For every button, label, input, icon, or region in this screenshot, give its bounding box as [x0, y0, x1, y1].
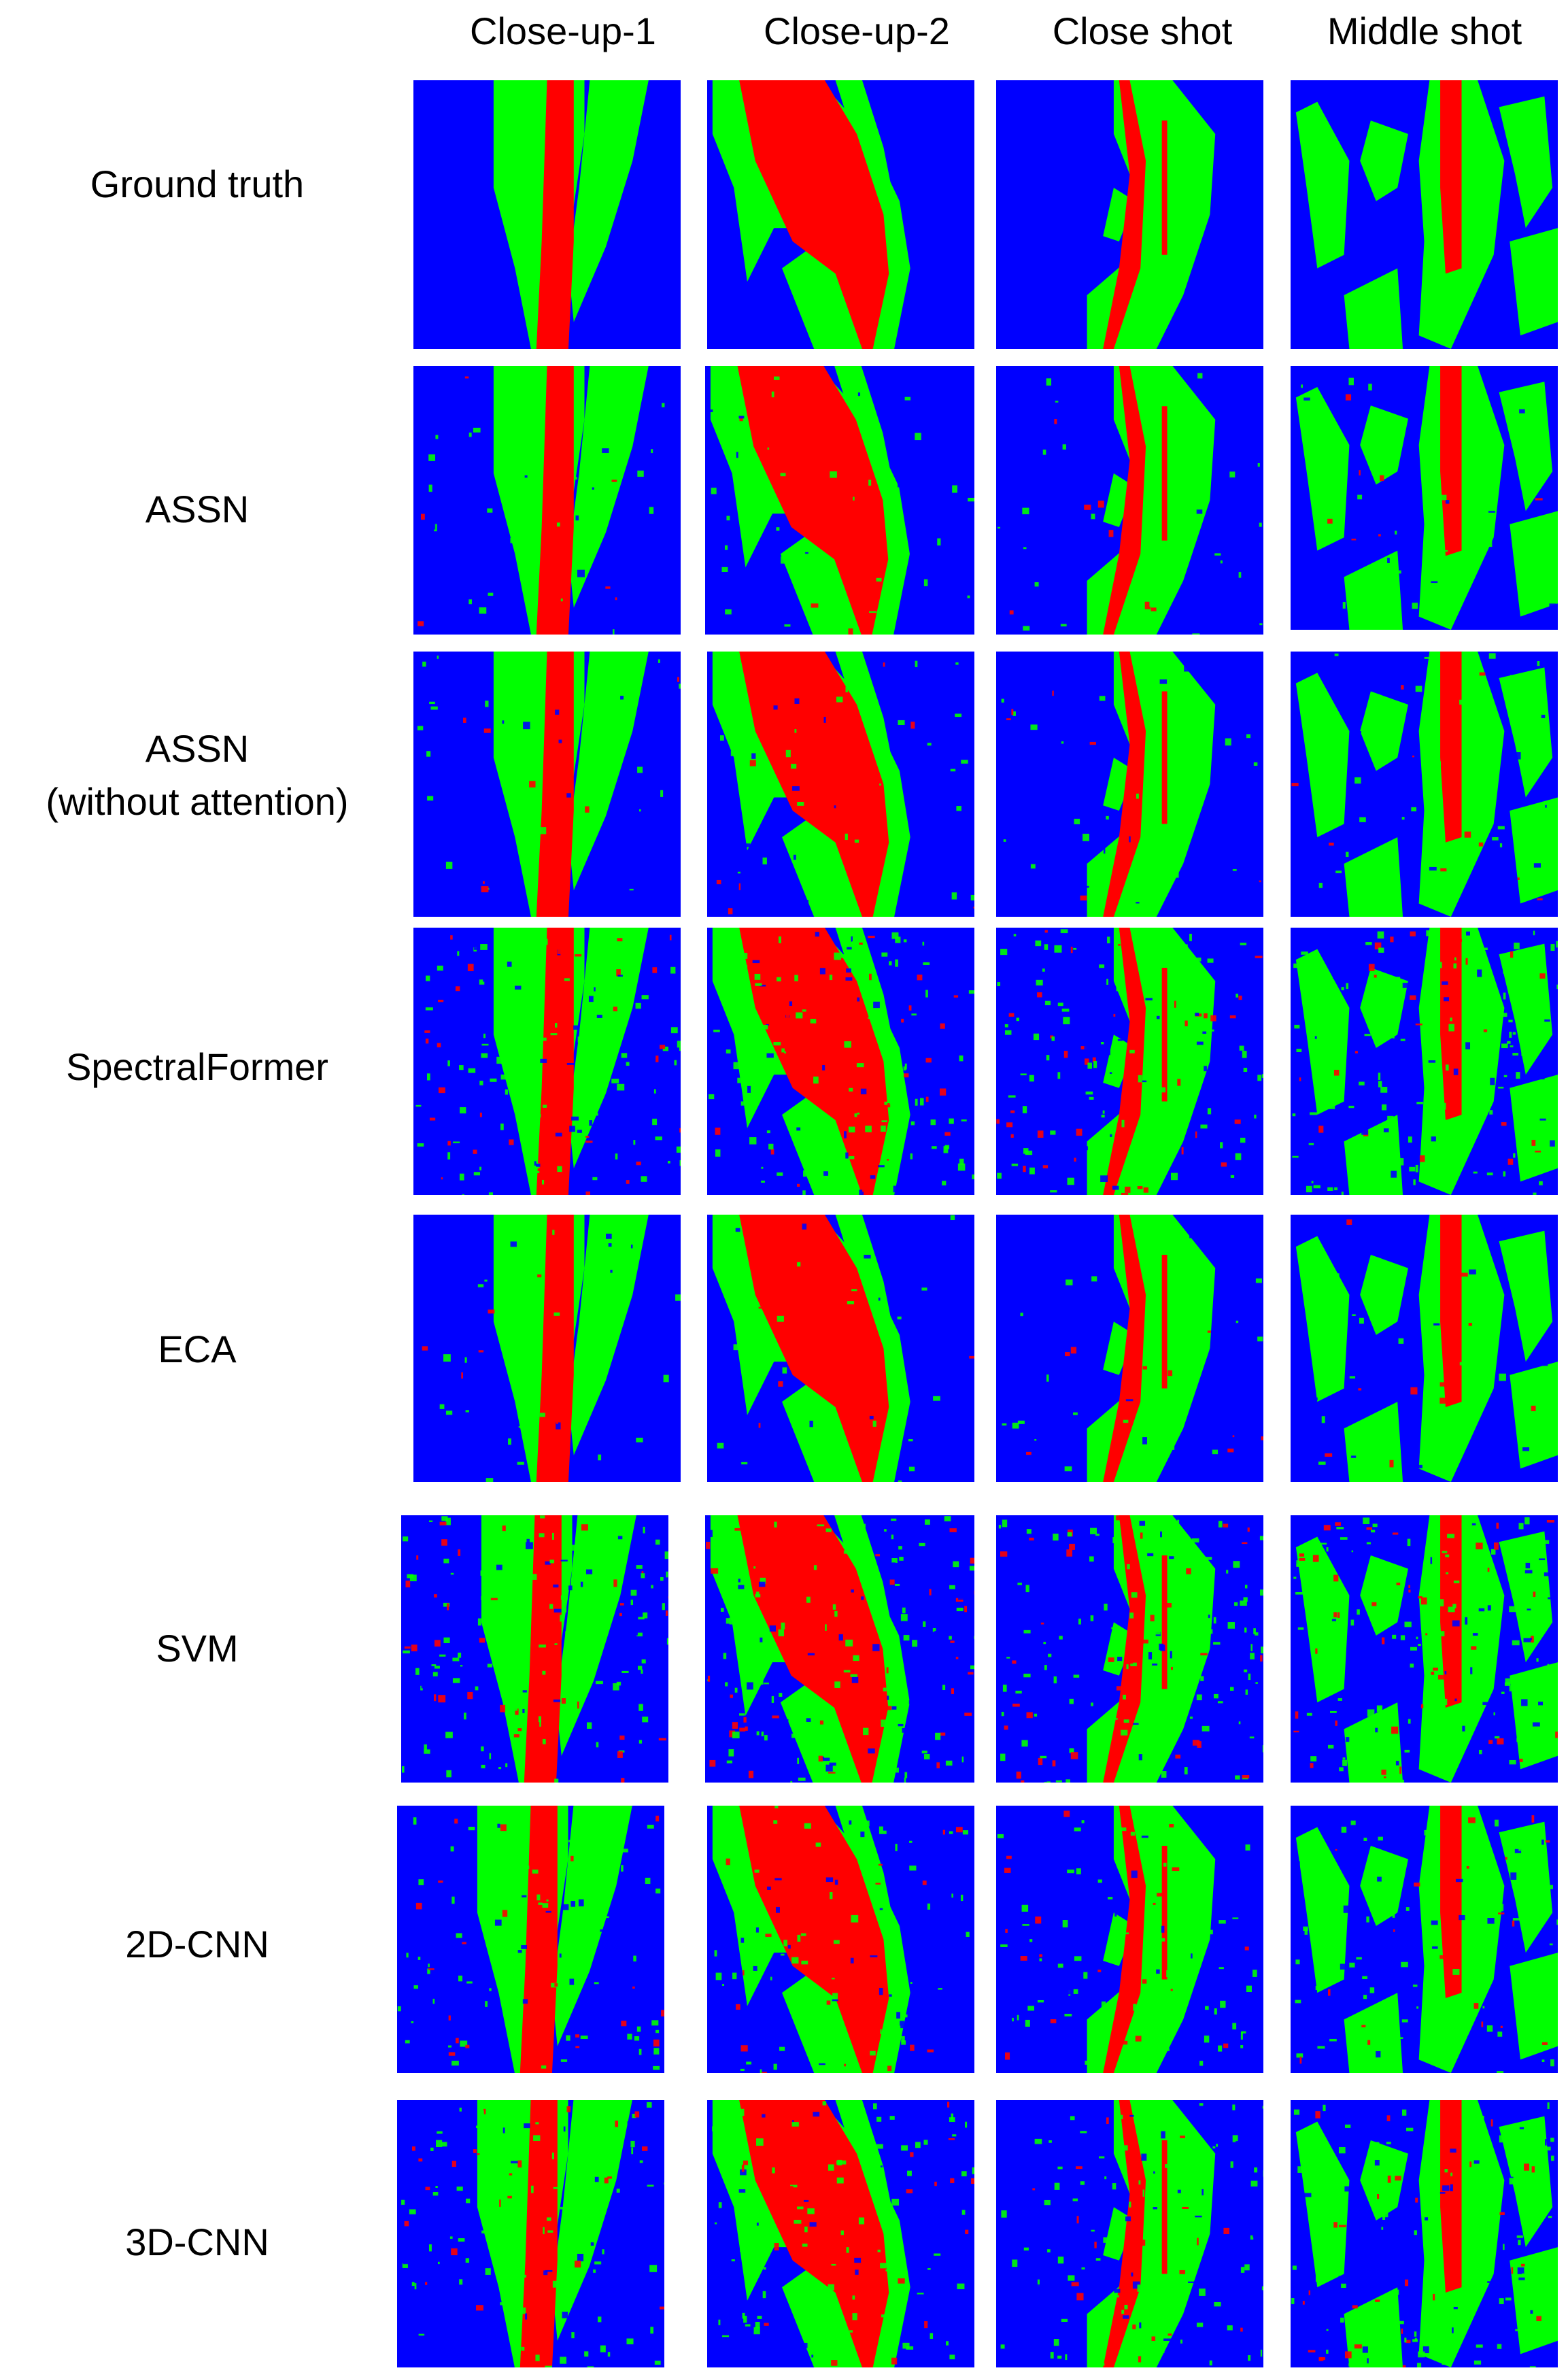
- column-header-middle-shot: Middle shot: [1327, 10, 1522, 52]
- segmentation-image-r7-c3: [996, 1806, 1263, 2073]
- row-label-3d-cnn: 3D-CNN: [0, 2216, 394, 2269]
- segmentation-image-r7-c1: [397, 1806, 664, 2073]
- segmentation-image-r1-c2: [707, 80, 974, 349]
- column-header-close-up-2: Close-up-2: [764, 10, 950, 52]
- segmentation-image-r8-c2: [707, 2100, 974, 2367]
- segmentation-image-r8-c4: [1291, 2100, 1558, 2367]
- segmentation-image-r2-c4: [1291, 366, 1558, 630]
- row-label-assn: ASSN: [0, 483, 394, 536]
- segmentation-image-r3-c4: [1291, 652, 1558, 917]
- row-label-text: 2D-CNN: [125, 1923, 269, 1965]
- row-label-text: SVM: [156, 1627, 239, 1670]
- segmentation-image-r6-c2: [705, 1515, 974, 1783]
- segmentation-image-r2-c3: [996, 366, 1263, 635]
- row-label-svm: SVM: [0, 1622, 394, 1675]
- segmentation-image-r6-c3: [996, 1515, 1263, 1783]
- segmentation-image-r5-c4: [1291, 1215, 1558, 1482]
- segmentation-image-r4-c4: [1291, 928, 1558, 1195]
- row-label-text: Ground truth: [90, 163, 305, 205]
- segmentation-image-r1-c1: [413, 80, 681, 349]
- segmentation-image-r6-c1: [401, 1515, 668, 1783]
- segmentation-image-r4-c3: [996, 928, 1263, 1195]
- segmentation-image-r8-c1: [397, 2100, 664, 2367]
- segmentation-image-r8-c3: [996, 2100, 1263, 2367]
- row-label-assn-without-attention: ASSN (without attention): [0, 722, 394, 828]
- row-label-text: ASSN: [145, 727, 250, 770]
- column-header-close-shot: Close shot: [1052, 10, 1233, 52]
- segmentation-image-r3-c3: [996, 652, 1263, 917]
- segmentation-image-r4-c2: [707, 928, 974, 1195]
- segmentation-image-r2-c1: [413, 366, 681, 635]
- column-header-close-up-1: Close-up-1: [470, 10, 656, 52]
- segmentation-image-r2-c2: [705, 366, 974, 635]
- segmentation-image-r5-c2: [707, 1215, 974, 1482]
- segmentation-image-r1-c4: [1291, 80, 1558, 349]
- row-label-text-sub: (without attention): [46, 780, 349, 823]
- segmentation-image-r6-c4: [1291, 1515, 1558, 1783]
- row-label-spectralformer: SpectralFormer: [0, 1041, 394, 1094]
- segmentation-image-r5-c1: [413, 1215, 681, 1482]
- row-label-text: SpectralFormer: [66, 1045, 328, 1088]
- segmentation-image-r3-c1: [413, 652, 681, 917]
- row-label-2d-cnn: 2D-CNN: [0, 1918, 394, 1971]
- segmentation-image-r5-c3: [996, 1215, 1263, 1482]
- segmentation-image-r7-c2: [707, 1806, 974, 2073]
- segmentation-image-r1-c3: [996, 80, 1263, 349]
- row-label-eca: ECA: [0, 1323, 394, 1376]
- segmentation-image-r4-c1: [413, 928, 681, 1195]
- segmentation-image-r3-c2: [707, 652, 974, 917]
- row-label-text: 3D-CNN: [125, 2221, 269, 2263]
- row-label-ground-truth: Ground truth: [0, 158, 394, 211]
- segmentation-image-r7-c4: [1291, 1806, 1558, 2073]
- row-label-text: ASSN: [145, 488, 250, 530]
- row-label-text: ECA: [158, 1328, 237, 1370]
